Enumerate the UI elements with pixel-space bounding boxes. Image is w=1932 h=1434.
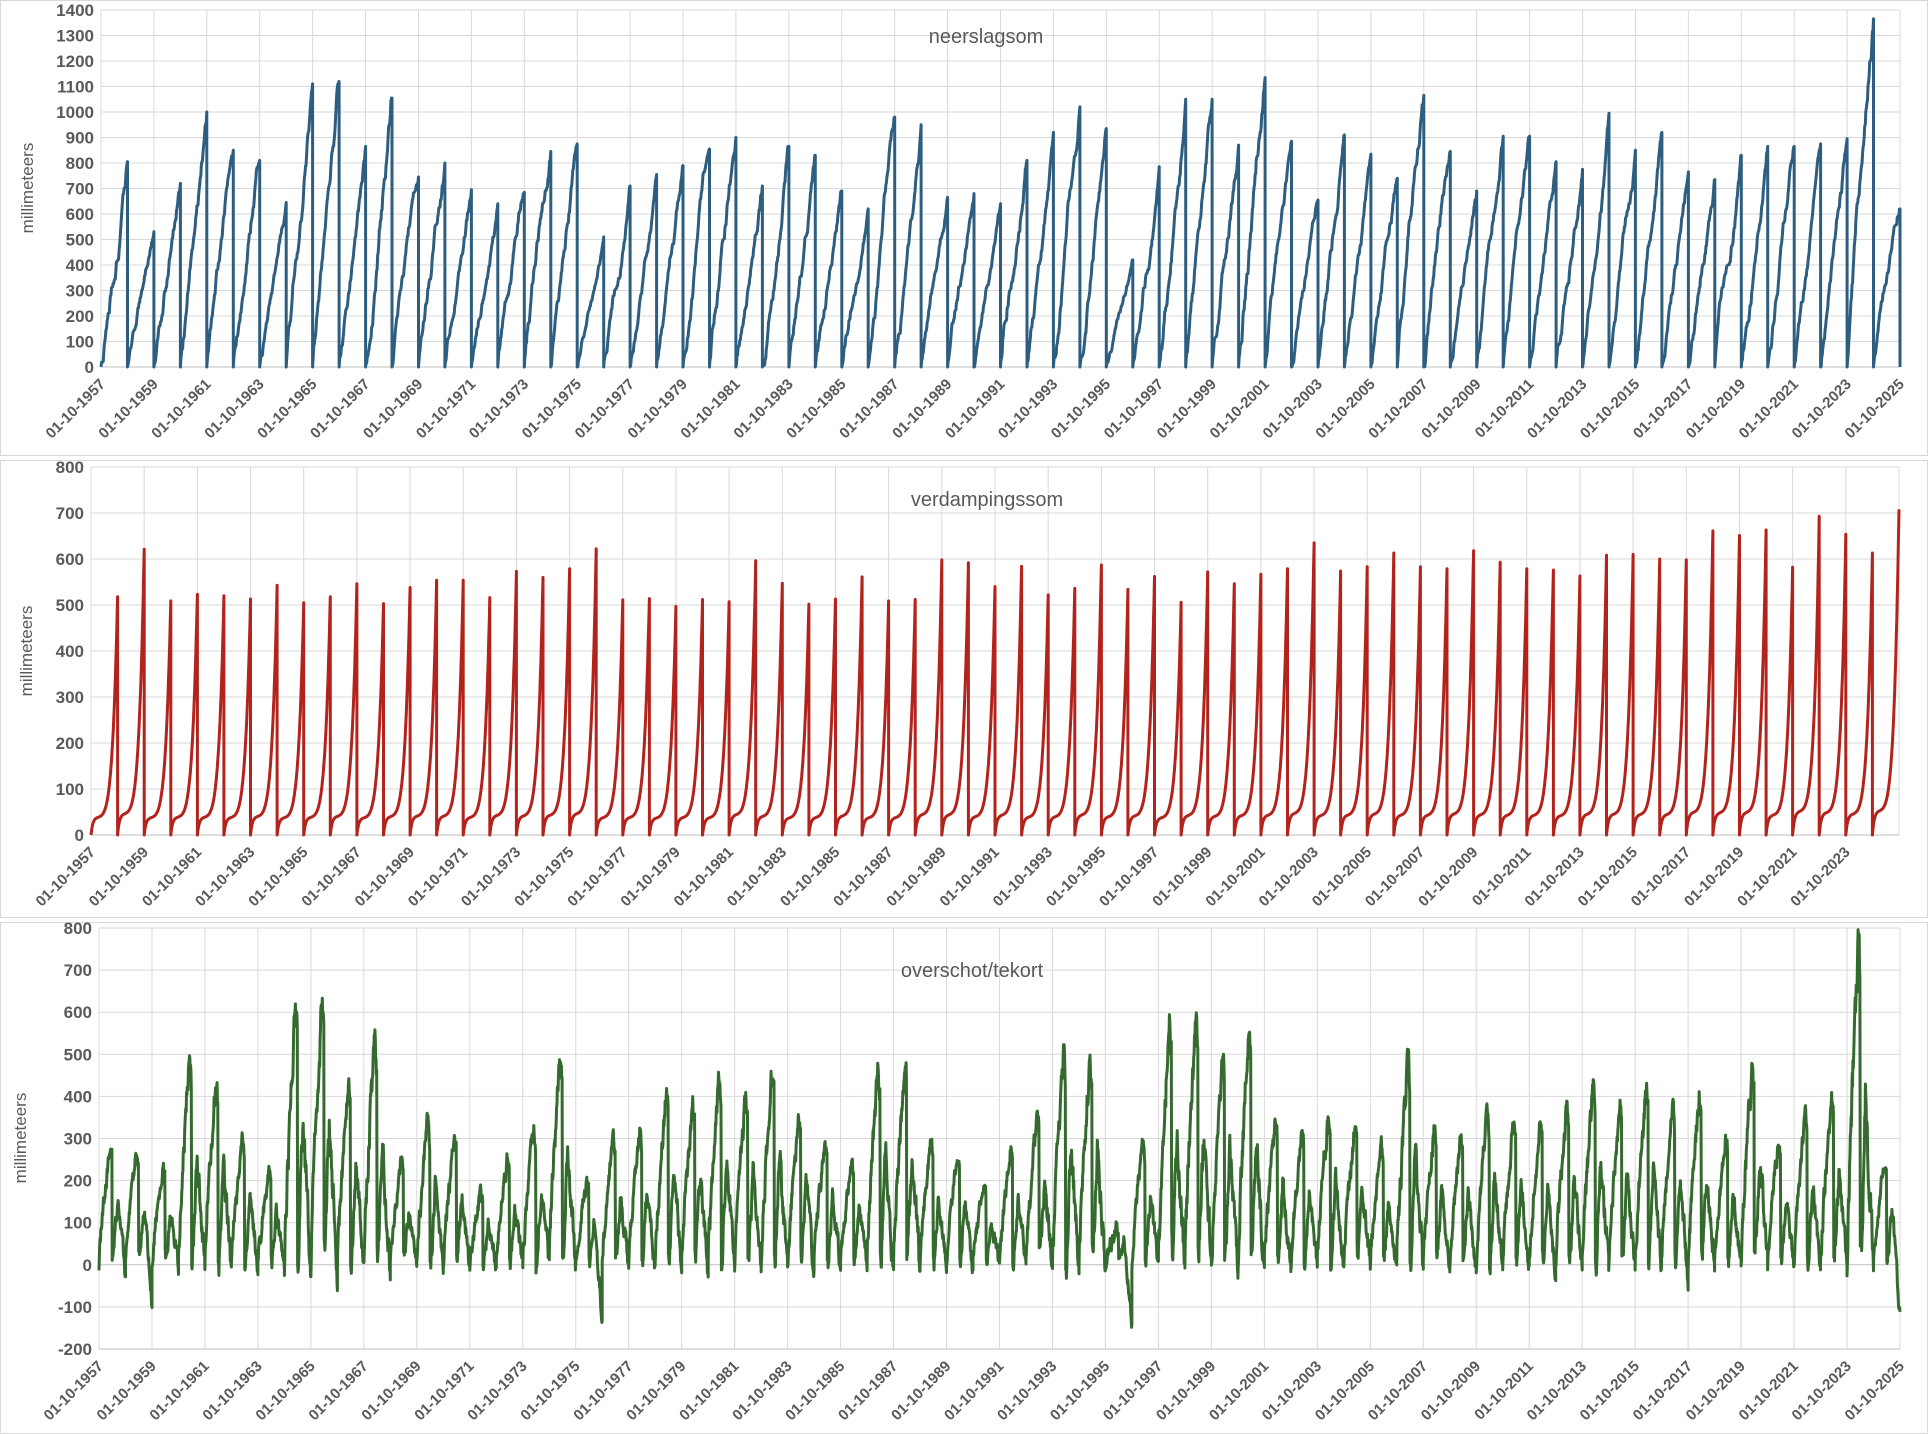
y-tick-label: 600 [56, 550, 84, 569]
y-tick-label: 1300 [56, 27, 94, 46]
y-tick-label: 900 [66, 129, 94, 148]
y-tick-label: 400 [66, 256, 94, 275]
y-tick-label: 1100 [57, 78, 94, 97]
y-tick-label: 1400 [56, 1, 94, 20]
y-axis-label-neerslagsom: millimeteers [18, 142, 37, 234]
y-tick-label: 600 [64, 1003, 92, 1022]
y-tick-label: 100 [66, 333, 94, 352]
y-tick-label: 1000 [56, 103, 94, 122]
y-tick-label: 800 [64, 919, 92, 938]
y-tick-label: 1200 [56, 52, 94, 71]
y-tick-label: 700 [56, 504, 84, 523]
chart-title-verdampingssom: verdampingssom [910, 489, 1064, 511]
chart-title-overschot-tekort: overschot/tekort [900, 960, 1044, 982]
y-tick-label: 700 [66, 180, 94, 199]
y-tick-label: 400 [64, 1087, 92, 1106]
y-tick-label: -200 [58, 1340, 92, 1359]
y-tick-label: 0 [85, 358, 94, 377]
chart-title-neerslagsom: neerslagsom [928, 26, 1044, 48]
y-tick-label: 200 [66, 307, 94, 326]
chart-panel-neerslagsom [0, 0, 1928, 456]
y-tick-label: 300 [64, 1130, 92, 1149]
y-tick-label: 0 [83, 1256, 92, 1275]
y-tick-label: 500 [56, 596, 84, 615]
y-tick-label: 200 [56, 734, 84, 753]
y-tick-label: 100 [64, 1214, 92, 1233]
y-axis-label-verdampingssom: millimeteers [17, 605, 36, 697]
y-tick-label: -100 [58, 1298, 92, 1317]
y-tick-label: 0 [75, 826, 84, 845]
y-tick-label: 400 [56, 642, 84, 661]
y-tick-label: 700 [64, 961, 92, 980]
series-line-verdampingssom [89, 509, 1901, 837]
y-tick-label: 300 [56, 688, 84, 707]
y-tick-label: 600 [66, 205, 94, 224]
series-line-overschot-tekort [97, 928, 1902, 1329]
y-tick-label: 300 [66, 282, 94, 301]
y-tick-label: 100 [56, 780, 84, 799]
y-tick-label: 500 [66, 231, 94, 250]
y-axis-label-overschot-tekort: millimeteers [11, 1092, 30, 1184]
y-tick-label: 800 [56, 458, 84, 477]
series-line-neerslagsom [99, 17, 1902, 369]
y-tick-label: 800 [66, 154, 94, 173]
y-tick-label: 200 [64, 1172, 92, 1191]
y-tick-label: 500 [64, 1045, 92, 1064]
